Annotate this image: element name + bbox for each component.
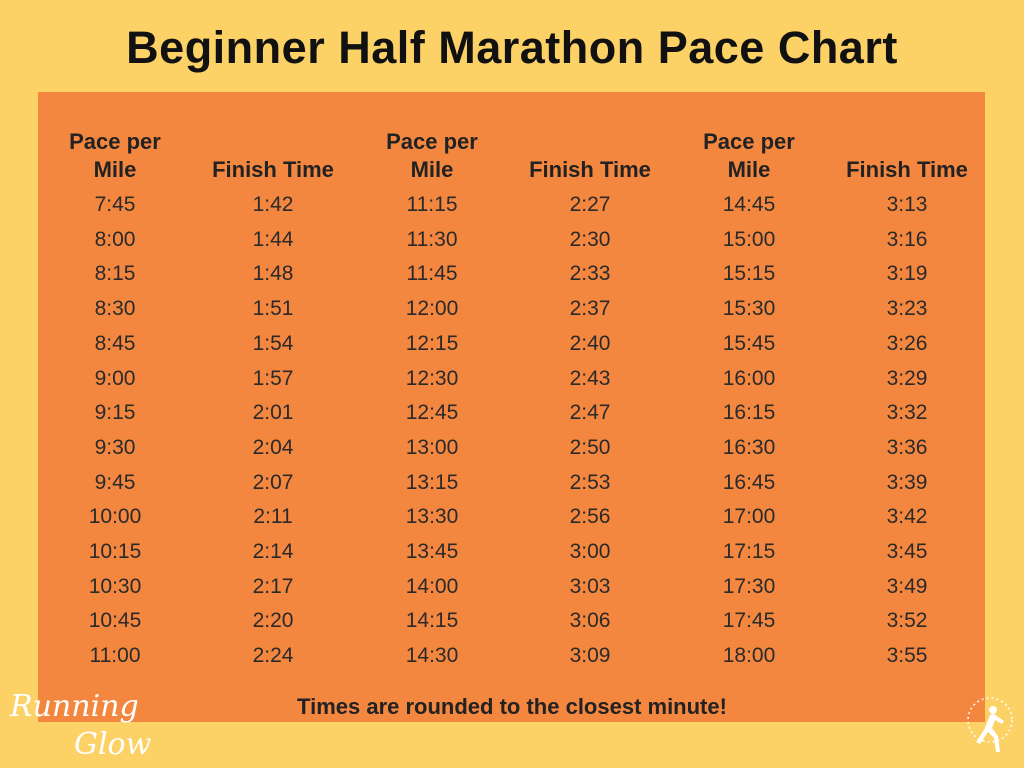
table-cell: 18:00 bbox=[722, 644, 776, 668]
table-cell: 2:47 bbox=[569, 401, 611, 425]
table-cell: 2:43 bbox=[569, 366, 611, 390]
table-panel bbox=[38, 92, 985, 722]
column-header: Finish Time bbox=[212, 157, 334, 182]
table-cell: 15:15 bbox=[722, 262, 776, 286]
table-cell: 9:45 bbox=[94, 470, 136, 494]
column-header: Pace per Mile bbox=[386, 129, 478, 182]
table-cell: 8:30 bbox=[94, 297, 136, 321]
table-cell: 1:51 bbox=[252, 297, 294, 321]
column-header: Finish Time bbox=[846, 157, 968, 182]
table-cell: 13:15 bbox=[405, 470, 459, 494]
table-cell: 16:15 bbox=[722, 401, 776, 425]
table-cell: 13:45 bbox=[405, 540, 459, 563]
table-cell: 1:42 bbox=[252, 193, 294, 216]
table-cell: 11:00 bbox=[89, 644, 141, 668]
table-cell: 3:23 bbox=[886, 297, 928, 321]
table-cell: 3:45 bbox=[886, 540, 928, 563]
table-cell: 11:45 bbox=[406, 262, 458, 286]
table-cell: 1:54 bbox=[252, 331, 294, 355]
table-cell: 3:13 bbox=[886, 193, 928, 216]
table-cell: 9:15 bbox=[94, 401, 136, 425]
table-cell: 10:30 bbox=[88, 574, 142, 598]
table-cell: 3:03 bbox=[569, 574, 611, 598]
table-cell: 2:14 bbox=[252, 540, 294, 563]
table-cell: 13:00 bbox=[405, 435, 459, 459]
table-cell: 2:30 bbox=[569, 227, 611, 251]
table-cell: 17:45 bbox=[722, 609, 776, 633]
table-cell: 2:01 bbox=[252, 401, 294, 425]
table-cell: 2:17 bbox=[252, 574, 294, 598]
table-cell: 9:00 bbox=[94, 366, 136, 390]
table-cell: 10:15 bbox=[88, 540, 142, 563]
column-header: Pace per Mile bbox=[703, 129, 795, 182]
table-cell: 12:30 bbox=[405, 366, 459, 390]
table-cell: 3:32 bbox=[886, 401, 928, 425]
table-cell: 2:37 bbox=[569, 297, 611, 321]
table-cell: 10:00 bbox=[88, 505, 142, 529]
table-cell: 14:30 bbox=[405, 644, 459, 668]
table-cell: 17:00 bbox=[722, 505, 776, 529]
table-cell: 3:42 bbox=[886, 505, 928, 529]
table-cell: 3:00 bbox=[569, 540, 611, 563]
table-cell: 15:45 bbox=[722, 331, 776, 355]
table-cell: 1:44 bbox=[252, 227, 294, 251]
logo-text: Glow bbox=[74, 727, 152, 762]
table-cell: 2:56 bbox=[569, 505, 611, 529]
table-cell: 3:06 bbox=[569, 609, 611, 633]
table-cell: 17:15 bbox=[722, 540, 776, 563]
table-cell: 14:00 bbox=[405, 574, 459, 598]
table-cell: 3:39 bbox=[886, 470, 928, 494]
table-cell: 14:15 bbox=[405, 609, 459, 633]
runner-icon bbox=[967, 697, 1013, 752]
footnote: Times are rounded to the closest minute! bbox=[297, 694, 727, 719]
logo-text: Running bbox=[9, 689, 139, 724]
table-cell: 3:19 bbox=[886, 262, 928, 286]
column-header: Finish Time bbox=[529, 157, 651, 182]
table-cell: 3:55 bbox=[886, 644, 928, 668]
table-cell: 17:30 bbox=[722, 574, 776, 598]
table-cell: 16:45 bbox=[722, 470, 776, 494]
table-cell: 3:36 bbox=[886, 435, 928, 459]
table-cell: 3:52 bbox=[886, 609, 928, 633]
table-cell: 2:53 bbox=[569, 470, 611, 494]
column-header: Pace per Mile bbox=[69, 129, 161, 182]
table-cell: 3:09 bbox=[569, 644, 611, 668]
table-cell: 2:11 bbox=[253, 505, 293, 529]
table-cell: 2:27 bbox=[569, 193, 611, 216]
table-cell: 1:57 bbox=[252, 366, 294, 390]
table-cell: 16:30 bbox=[722, 435, 776, 459]
table-cell: 2:07 bbox=[252, 470, 294, 494]
table-cell: 2:24 bbox=[252, 644, 294, 668]
table-cell: 11:15 bbox=[406, 193, 458, 216]
table-cell: 10:45 bbox=[88, 609, 142, 633]
table-cell: 7:45 bbox=[94, 193, 136, 216]
table-cell: 3:16 bbox=[886, 227, 928, 251]
logo: Running Glow bbox=[9, 689, 152, 762]
title: Beginner Half Marathon Pace Chart bbox=[126, 22, 898, 73]
table-cell: 15:00 bbox=[722, 227, 776, 251]
table-cell: 15:30 bbox=[722, 297, 776, 321]
table-cell: 2:40 bbox=[569, 331, 611, 355]
table-cell: 12:15 bbox=[405, 331, 459, 355]
table-cell: 14:45 bbox=[722, 193, 776, 216]
table-cell: 8:15 bbox=[94, 262, 136, 286]
table-cell: 1:48 bbox=[252, 262, 294, 286]
table-cell: 3:49 bbox=[886, 574, 928, 598]
table-cell: 2:04 bbox=[252, 435, 294, 459]
table-cell: 8:45 bbox=[94, 331, 136, 355]
table-cell: 12:45 bbox=[405, 401, 459, 425]
table-cell: 9:30 bbox=[94, 435, 136, 459]
table-cell: 3:26 bbox=[886, 331, 928, 355]
table-cell: 13:30 bbox=[405, 505, 459, 529]
table-cell: 3:29 bbox=[886, 366, 928, 390]
table-cell: 2:33 bbox=[569, 262, 611, 286]
table-cell: 12:00 bbox=[405, 297, 459, 321]
table-cell: 8:00 bbox=[94, 227, 136, 251]
table-cell: 2:20 bbox=[252, 609, 294, 633]
table-cell: 16:00 bbox=[722, 366, 776, 390]
table-cell: 2:50 bbox=[569, 435, 611, 459]
table-cell: 11:30 bbox=[406, 227, 458, 251]
